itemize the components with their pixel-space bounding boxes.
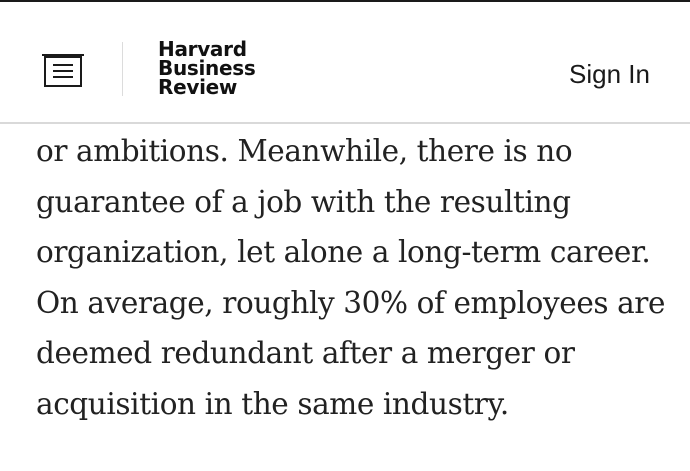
article-line: or ambitions. Meanwhile, there is no xyxy=(36,134,573,168)
article-line: acquisition in the same industry. xyxy=(36,386,509,421)
logo-line-review: Review xyxy=(158,75,238,99)
article-line: On average, roughly 30% of employees are xyxy=(36,285,666,320)
menu-list-icon xyxy=(42,54,84,87)
article-paragraph: or ambitions. Meanwhile, there is no gua… xyxy=(36,126,666,429)
menu-button[interactable] xyxy=(40,50,86,90)
article-line: organization, let alone a long-term care… xyxy=(36,235,651,269)
article-line: deemed redundant after a merger or xyxy=(36,336,575,370)
sign-in-link[interactable]: Sign In xyxy=(569,59,650,89)
hbr-logo[interactable]: Harvard Business Review xyxy=(158,37,256,99)
top-border xyxy=(0,0,690,2)
logo-line-business: Business xyxy=(158,56,256,80)
logo-line-harvard: Harvard xyxy=(158,37,247,61)
article-body: or ambitions. Meanwhile, there is no gua… xyxy=(36,126,666,429)
article-line: guarantee of a job with the resulting xyxy=(36,184,571,219)
header-divider xyxy=(122,42,123,96)
site-header: Harvard Business Review Sign In xyxy=(0,2,690,124)
